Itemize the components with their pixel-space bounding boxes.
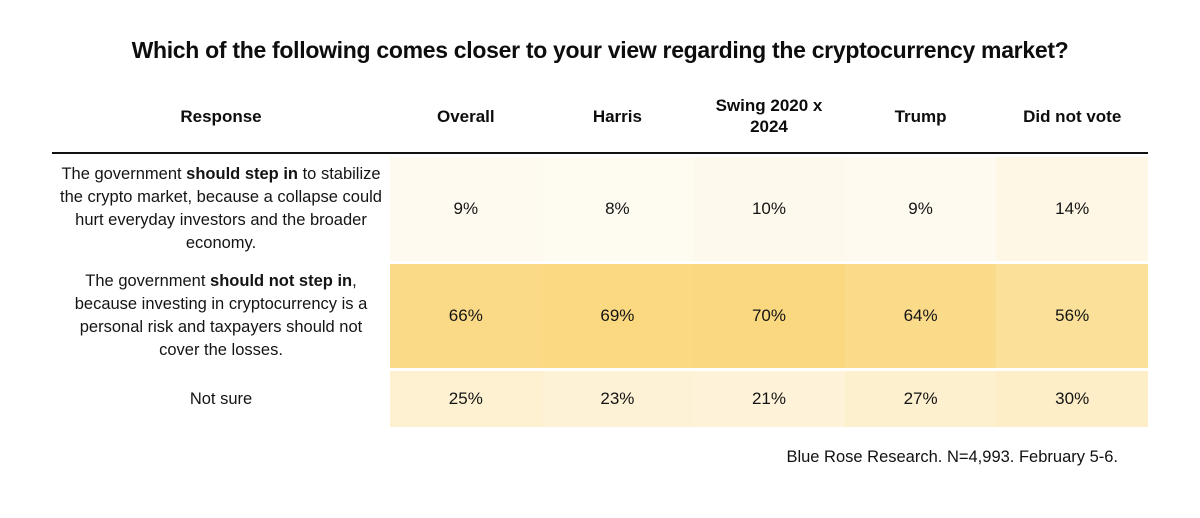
value-cell: 70%	[693, 264, 845, 368]
results-table-wrap: Response Overall Harris Swing 2020 x 2024 Tr…	[52, 92, 1148, 430]
column-header-swing-2020-x-2024: Swing 2020 x 2024	[693, 95, 845, 154]
results-table: Response Overall Harris Swing 2020 x 2024 Tr…	[52, 92, 1148, 430]
column-header-did-not-vote: Did not vote	[996, 95, 1148, 154]
response-text: , because investing in cryptocurrency is…	[74, 272, 368, 359]
table-row: The government should step in to stabili…	[52, 157, 1148, 261]
value-cell: 25%	[390, 371, 542, 427]
response-text: to stabilize the crypto market, because …	[60, 165, 382, 252]
value-cell: 9%	[390, 157, 542, 261]
response-text: The government	[61, 165, 187, 183]
table-row: Not sure 25% 23% 21% 27% 30%	[52, 371, 1148, 427]
response-text-bold: should step in	[186, 165, 299, 183]
table-row: The government should not step in, becau…	[52, 264, 1148, 368]
value-cell: 66%	[390, 264, 542, 368]
column-header-trump: Trump	[844, 95, 997, 154]
value-cell: 30%	[996, 371, 1148, 427]
column-header-response: Response	[52, 95, 390, 154]
value-cell: 21%	[693, 371, 845, 427]
header-row: Response Overall Harris Swing 2020 x 2024 Tr…	[52, 95, 1148, 154]
value-cell: 69%	[541, 264, 694, 368]
response-text: The government	[85, 272, 211, 290]
column-header-harris: Harris	[541, 95, 694, 154]
chart-title: Which of the following comes closer to y…	[131, 37, 1069, 63]
value-cell: 14%	[996, 157, 1148, 261]
response-cell: Not sure	[52, 371, 390, 427]
source-note: Blue Rose Research. N=4,993. February 5-…	[786, 448, 1118, 466]
value-cell: 23%	[541, 371, 694, 427]
value-cell: 9%	[844, 157, 997, 261]
value-cell: 8%	[541, 157, 694, 261]
value-cell: 10%	[693, 157, 845, 261]
response-text-bold: should not step in	[210, 272, 353, 290]
column-header-overall: Overall	[390, 95, 542, 154]
response-cell: The government should not step in, becau…	[52, 264, 390, 368]
response-cell: The government should step in to stabili…	[52, 157, 390, 261]
survey-heatmap-figure: Which of the following comes closer to y…	[0, 36, 1200, 467]
value-cell: 56%	[996, 264, 1148, 368]
value-cell: 27%	[844, 371, 997, 427]
value-cell: 64%	[844, 264, 997, 368]
response-text: Not sure	[189, 389, 253, 408]
